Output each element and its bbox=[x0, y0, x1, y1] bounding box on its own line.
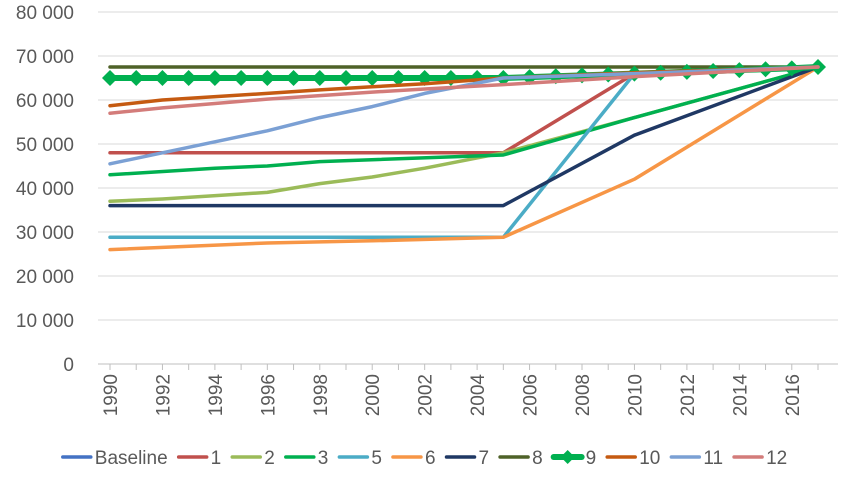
legend-marker bbox=[560, 450, 575, 464]
x-tick-label: 1994 bbox=[206, 374, 227, 417]
series-line-7 bbox=[108, 65, 820, 208]
legend-label: 8 bbox=[532, 448, 543, 469]
legend-label: 10 bbox=[639, 448, 660, 469]
series-point-9 bbox=[285, 70, 302, 86]
x-axis: 1990 1992 1994 1996 1998 2000 2002 2004 2006 2008… bbox=[98, 363, 838, 417]
legend-item-7: 7 bbox=[444, 448, 490, 469]
series-point-9 bbox=[206, 70, 223, 86]
grid-lines bbox=[98, 11, 838, 321]
y-tick-label: 10 000 bbox=[16, 311, 74, 332]
series-point-9 bbox=[102, 70, 118, 86]
x-tick-label: 2008 bbox=[573, 374, 594, 416]
legend-label: 12 bbox=[766, 448, 787, 469]
series-line-11 bbox=[108, 65, 820, 166]
legend-label: Baseline bbox=[95, 448, 168, 469]
legend-label: 7 bbox=[479, 448, 490, 469]
legend-item-9: 9 bbox=[550, 448, 597, 469]
legend-label: 6 bbox=[425, 448, 436, 469]
legend-label: 11 bbox=[703, 448, 723, 469]
legend-item-8: 8 bbox=[498, 448, 543, 469]
legend-label: 5 bbox=[371, 448, 382, 469]
y-tick-label: 20 000 bbox=[16, 267, 74, 288]
x-tick-label: 2004 bbox=[468, 374, 489, 417]
y-tick-label: 80 000 bbox=[16, 3, 74, 24]
series-line-12 bbox=[108, 65, 820, 115]
series-point-9 bbox=[311, 70, 328, 86]
legend-label: 1 bbox=[211, 448, 222, 469]
series-point-9 bbox=[154, 70, 171, 86]
series-point-9 bbox=[233, 70, 250, 86]
x-tick-label: 1998 bbox=[311, 374, 332, 416]
series-line-3 bbox=[108, 65, 820, 177]
y-tick-label: 30 000 bbox=[16, 223, 74, 244]
legend-item-1: 1 bbox=[176, 448, 222, 469]
y-tick-label: 0 bbox=[63, 355, 74, 376]
series-point-9 bbox=[364, 70, 381, 86]
x-tick-label: 2014 bbox=[730, 374, 751, 417]
x-tick-label: 2000 bbox=[363, 374, 384, 416]
x-tick-label: 1990 bbox=[101, 374, 122, 416]
y-axis-ticks: 0 10 000 20 000 30 000 40 000 50 000 60 000 70 … bbox=[16, 3, 74, 376]
y-tick-label: 60 000 bbox=[16, 91, 74, 112]
series-lines bbox=[102, 59, 826, 252]
x-tick-label: 2012 bbox=[678, 374, 699, 416]
legend-item-12: 12 bbox=[732, 448, 787, 469]
series-point-9 bbox=[180, 70, 197, 86]
legend-item-3: 3 bbox=[284, 448, 329, 469]
x-tick-label: 2010 bbox=[625, 374, 646, 416]
x-tick-label: 1996 bbox=[258, 374, 279, 416]
x-tick-label: 1992 bbox=[153, 374, 174, 416]
legend-label: 2 bbox=[264, 448, 275, 469]
legend-item-2: 2 bbox=[230, 448, 275, 469]
legend-item-11: 11 bbox=[669, 448, 723, 469]
legend-label: 3 bbox=[318, 448, 329, 469]
y-tick-label: 70 000 bbox=[16, 47, 74, 68]
legend-item-Baseline: Baseline bbox=[61, 448, 168, 469]
legend: Baseline 1 2 3 5 6 7 8 9 10 11 12 bbox=[61, 448, 787, 469]
series-point-9 bbox=[128, 70, 145, 86]
x-tick-label: 2006 bbox=[521, 374, 542, 416]
series-point-9 bbox=[338, 70, 354, 86]
legend-label: 9 bbox=[586, 448, 597, 469]
legend-item-6: 6 bbox=[391, 448, 436, 469]
y-tick-label: 40 000 bbox=[16, 179, 74, 200]
legend-item-5: 5 bbox=[337, 448, 382, 469]
x-tick-label: 2016 bbox=[783, 374, 804, 416]
series-line-6 bbox=[108, 65, 820, 252]
series-point-9 bbox=[259, 70, 276, 86]
x-tick-label: 2002 bbox=[416, 374, 437, 416]
y-tick-label: 50 000 bbox=[16, 135, 74, 156]
legend-item-10: 10 bbox=[605, 448, 660, 469]
series-point-9 bbox=[390, 70, 407, 86]
